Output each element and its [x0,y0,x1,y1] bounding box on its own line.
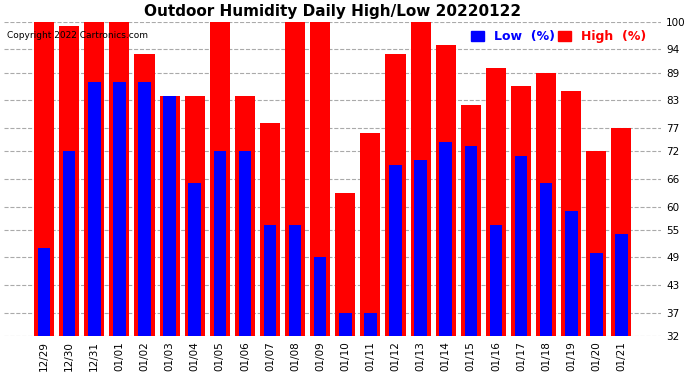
Bar [310,22,331,375]
Bar [586,151,607,375]
Bar [235,96,255,375]
Title: Outdoor Humidity Daily High/Low 20220122: Outdoor Humidity Daily High/Low 20220122 [144,4,522,19]
Bar [159,96,179,375]
Bar [164,96,176,375]
Bar [135,54,155,375]
Bar [210,22,230,375]
Text: Copyright 2022 Cartronics.com: Copyright 2022 Cartronics.com [8,31,148,40]
Bar [339,313,352,375]
Bar [440,142,452,375]
Bar [285,22,305,375]
Bar [461,105,481,375]
Bar [414,160,427,375]
Bar [486,68,506,375]
Bar [565,211,578,375]
Bar [590,253,602,375]
Bar [63,151,75,375]
Bar [239,151,251,375]
Bar [360,133,380,375]
Bar [411,22,431,375]
Bar [314,257,326,375]
Bar [260,123,280,375]
Bar [515,156,527,375]
Bar [59,26,79,375]
Bar [540,183,553,375]
Bar [364,313,377,375]
Legend: Low  (%), High  (%): Low (%), High (%) [469,28,649,46]
Bar [464,147,477,375]
Bar [138,82,150,375]
Bar [435,45,456,375]
Bar [34,22,54,375]
Bar [185,96,205,375]
Bar [561,91,581,375]
Bar [490,225,502,375]
Bar [386,54,406,375]
Bar [84,22,104,375]
Bar [188,183,201,375]
Bar [615,234,628,375]
Bar [511,86,531,375]
Bar [264,225,276,375]
Bar [289,225,302,375]
Bar [611,128,631,375]
Bar [213,151,226,375]
Bar [113,82,126,375]
Bar [88,82,101,375]
Bar [536,72,556,375]
Bar [109,22,130,375]
Bar [389,165,402,375]
Bar [335,193,355,375]
Bar [38,248,50,375]
